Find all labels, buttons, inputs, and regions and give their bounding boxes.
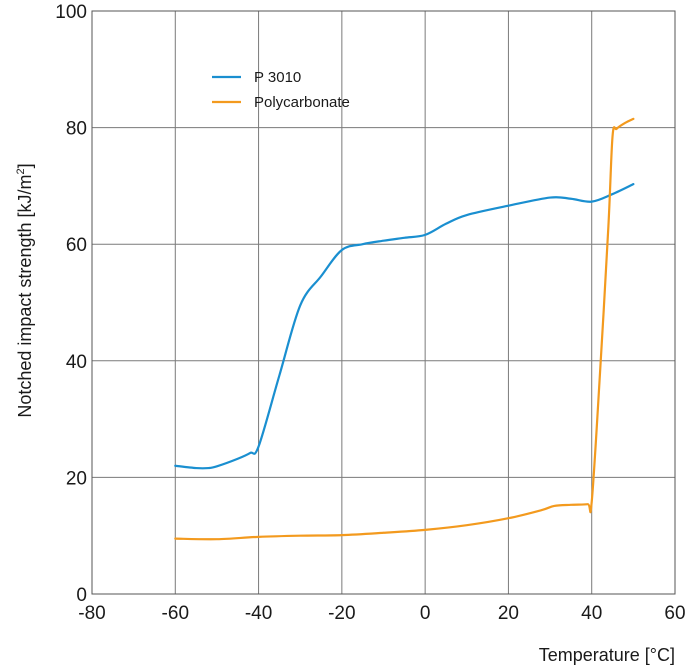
x-axis-title: Temperature [°C] xyxy=(539,645,675,665)
grid xyxy=(91,10,676,595)
plot-frame xyxy=(91,10,676,595)
x-tick-label: -60 xyxy=(162,603,189,624)
legend-label-p-3010: P 3010 xyxy=(254,69,301,86)
legend-label-polycarbonate: Polycarbonate xyxy=(254,94,350,111)
x-tick-label: 40 xyxy=(581,603,602,624)
x-axis: -80 -60 -40 -20 0 20 40 60 xyxy=(78,603,685,624)
x-tick-label: -80 xyxy=(78,603,105,624)
y-tick-label: 0 xyxy=(76,585,87,606)
legend: P 3010 Polycarbonate xyxy=(212,69,350,111)
series-line-p-3010 xyxy=(174,183,635,470)
y-axis-title-end: ] xyxy=(15,163,35,168)
y-tick-label: 100 xyxy=(55,2,87,23)
y-axis-title-main: Notched impact strength [kJ/m xyxy=(15,175,35,418)
y-axis: 0 20 40 60 80 100 xyxy=(55,2,87,606)
x-tick-label: 20 xyxy=(498,603,519,624)
y-tick-label: 80 xyxy=(66,119,87,140)
series-layer xyxy=(174,117,635,541)
x-tick-label: -40 xyxy=(245,603,272,624)
series-line-polycarbonate xyxy=(174,117,635,541)
y-axis-title: Notched impact strength [kJ/m2] xyxy=(15,163,35,417)
x-tick-label: 0 xyxy=(420,603,431,624)
x-tick-label: 60 xyxy=(664,603,685,624)
y-tick-label: 20 xyxy=(66,468,87,489)
y-tick-label: 60 xyxy=(66,235,87,256)
y-axis-title-superscript: 2 xyxy=(15,168,27,174)
y-tick-label: 40 xyxy=(66,352,87,373)
x-tick-label: -20 xyxy=(328,603,355,624)
